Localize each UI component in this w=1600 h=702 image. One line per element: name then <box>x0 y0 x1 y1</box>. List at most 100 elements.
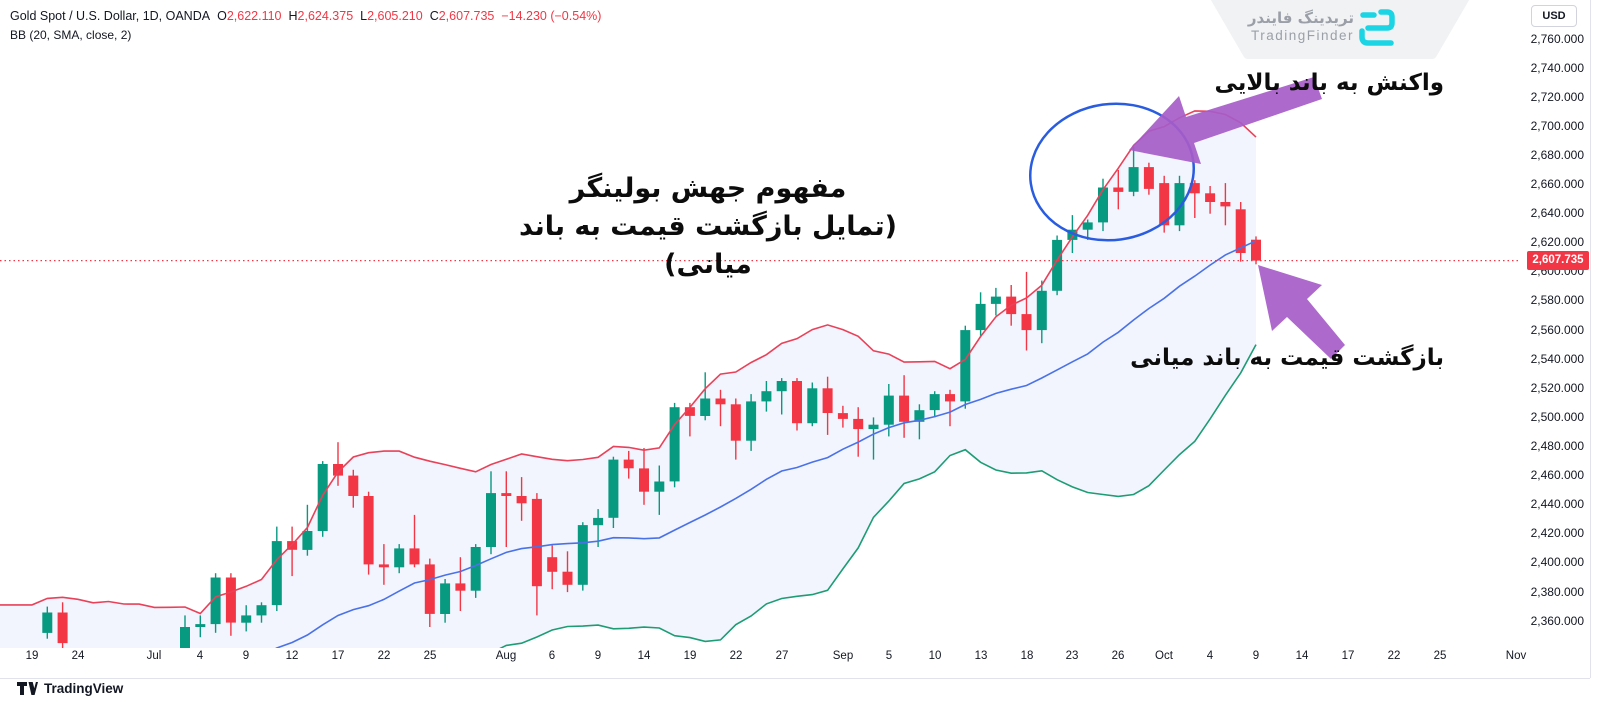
candle-jul-19 <box>363 496 374 565</box>
candle-sep-5 <box>883 395 894 425</box>
annotation-center-line1: مفهوم جهش بولینگر <box>569 173 847 204</box>
candle-sep-16 <box>990 296 1001 304</box>
bollinger-middle-band <box>275 240 1257 648</box>
annotation-bollinger-bounce: مفهوم جهش بولینگر (تمایل بازگشت قیمت به … <box>478 170 938 284</box>
candle-aug-23 <box>746 401 757 441</box>
price-axis-label: 2,640.000 <box>1530 206 1584 220</box>
candle-aug-6 <box>547 557 558 572</box>
bollinger-upper-band <box>0 110 1257 615</box>
candle-aug-29 <box>807 388 818 424</box>
bollinger-lower-band <box>499 344 1257 648</box>
symbol-title[interactable]: Gold Spot / U.S. Dollar, 1D, OANDA <box>10 9 211 23</box>
time-axis-label: Oct <box>1155 650 1173 662</box>
time-axis-label: 27 <box>775 650 789 662</box>
candle-jul-1 <box>149 663 159 672</box>
time-axis-label: 14 <box>637 650 651 662</box>
candle-aug-5 <box>531 498 542 587</box>
candle-jul-5 <box>210 577 221 625</box>
price-axis-label: 2,580.000 <box>1530 293 1584 307</box>
candle-aug-14 <box>639 468 649 492</box>
axis-vertical-separator <box>1590 0 1591 678</box>
candle-jul-16 <box>317 464 328 531</box>
time-axis-label: Jul <box>146 650 162 662</box>
candle-aug-9 <box>593 517 604 526</box>
time-axis-label: 13 <box>974 650 988 662</box>
candle-aug-13 <box>623 459 634 469</box>
time-axis-label: 25 <box>423 650 437 662</box>
time-axis-label: 18 <box>1020 650 1034 662</box>
ohlc-item: O2,622.110 <box>217 9 282 23</box>
indicator-label[interactable]: BB (20, SMA, close, 2) <box>10 28 132 42</box>
time-axis-label: Nov <box>1505 650 1527 662</box>
candle-jun-19 <box>27 663 37 665</box>
annotation-upper-band-reaction: واکنش به باند بالایی <box>1214 70 1444 96</box>
price-axis-label: 2,540.000 <box>1530 352 1584 366</box>
time-axis-label: 9 <box>242 650 250 662</box>
candle-oct-8 <box>1235 209 1246 253</box>
annotation-center-line2: (تمایل بازگشت قیمت به باند میانی) <box>518 211 898 280</box>
candle-sep-27 <box>1128 167 1139 192</box>
price-axis-label: 2,720.000 <box>1530 90 1584 104</box>
candle-sep-18 <box>1021 314 1032 331</box>
candle-jul-8 <box>225 577 236 623</box>
price-axis-label: 2,520.000 <box>1530 381 1584 395</box>
time-axis-label: 19 <box>683 650 697 662</box>
candle-jul-24 <box>409 548 420 565</box>
time-axis-label: 5 <box>885 650 893 662</box>
candle-sep-26 <box>1113 187 1124 192</box>
price-axis-label: 2,480.000 <box>1530 439 1584 453</box>
annotation-return-middle-band: بازگشت قیمت به باند میانی <box>1130 345 1444 371</box>
candle-jul-9 <box>241 615 252 623</box>
price-axis-label: 2,380.000 <box>1530 585 1584 599</box>
middle-band-arrow[interactable] <box>1258 265 1345 359</box>
time-axis-label: 22 <box>377 650 391 662</box>
candle-oct-3 <box>1189 183 1200 194</box>
price-axis-label: 2,440.000 <box>1530 497 1584 511</box>
price-axis-label: 2,560.000 <box>1530 323 1584 337</box>
price-axis-label: 2,460.000 <box>1530 468 1584 482</box>
currency-toggle[interactable]: USD <box>1531 5 1577 27</box>
candle-jul-30 <box>470 547 481 591</box>
tradingview-attribution[interactable]: TradingView <box>16 681 123 696</box>
upper-band-arrow[interactable] <box>1129 77 1322 164</box>
candle-aug-12 <box>608 459 619 518</box>
ohlc-item: C2,607.735 <box>429 9 495 23</box>
price-axis-label: 2,660.000 <box>1530 177 1584 191</box>
candle-oct-1 <box>1159 183 1170 226</box>
candle-sep-9 <box>914 410 925 422</box>
candle-sep-20 <box>1052 239 1063 291</box>
symbol-legend[interactable]: Gold Spot / U.S. Dollar, 1D, OANDA O2,62… <box>10 7 601 44</box>
candle-jul-17 <box>333 464 343 476</box>
time-axis-label: 26 <box>1111 650 1125 662</box>
candle-aug-8 <box>577 525 588 585</box>
price-axis-label: 2,740.000 <box>1530 61 1584 75</box>
price-axis-label: 2,760.000 <box>1530 32 1584 46</box>
candle-sep-13 <box>975 303 986 331</box>
candle-sep-24 <box>1082 222 1093 230</box>
candle-jul-3 <box>180 627 190 648</box>
candle-jun-20 <box>42 612 53 633</box>
candle-jul-18 <box>348 475 359 496</box>
time-axis-label: 23 <box>1065 650 1079 662</box>
time-axis-label: 9 <box>594 650 602 662</box>
time-axis-label: 24 <box>71 650 85 662</box>
time-axis-label: 22 <box>729 650 743 662</box>
time-axis-label: 4 <box>1206 650 1214 662</box>
time-axis-label: 22 <box>1387 650 1401 662</box>
tradingview-logo-icon <box>17 682 38 695</box>
candle-jul-23 <box>394 548 405 568</box>
candle-sep-12 <box>960 330 971 402</box>
candle-jul-26 <box>440 583 451 614</box>
candle-sep-19 <box>1036 290 1047 331</box>
candle-sep-3 <box>853 418 864 430</box>
candle-jul-4 <box>195 624 206 627</box>
candle-aug-28 <box>792 381 802 424</box>
price-axis-label: 2,360.000 <box>1530 614 1584 628</box>
candle-jul-15 <box>302 531 313 550</box>
candle-aug-20 <box>700 398 711 416</box>
candle-aug-2 <box>516 496 527 504</box>
time-axis-label: Sep <box>832 650 854 662</box>
candle-jul-29 <box>455 583 466 591</box>
